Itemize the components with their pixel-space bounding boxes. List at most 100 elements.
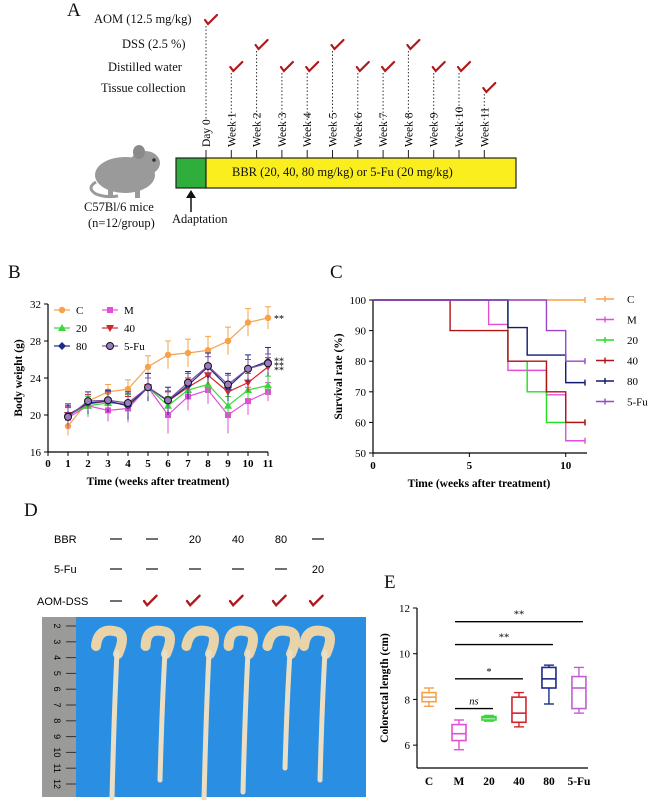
legend-label: M <box>124 305 134 317</box>
y-tick-label: 32 <box>30 299 41 311</box>
colon-head <box>91 625 127 659</box>
ruler-number: 10 <box>52 747 62 757</box>
dose-value: 20 <box>312 564 324 576</box>
check-icon <box>482 81 497 94</box>
ruler-number: 4 <box>52 655 62 660</box>
ruler-number: 8 <box>52 718 62 723</box>
panel-b-chart: 16 20 24 28 32 0 1 2 3 4 5 6 7 8 9 10 11 Time (weeks afte… <box>13 299 284 488</box>
data-point-5-Fu <box>124 398 132 407</box>
colon-head <box>140 625 175 659</box>
colon-head <box>181 625 219 659</box>
week-label: Week 4 <box>302 112 314 147</box>
check-icon <box>330 38 345 51</box>
data-point-20 <box>264 381 272 389</box>
week-label: Week 10 <box>454 106 466 147</box>
dose-value: 20 <box>189 534 201 546</box>
check-icon <box>456 60 472 73</box>
significance-label: ** <box>274 361 284 372</box>
box-M <box>451 723 467 742</box>
data-point-C <box>224 337 232 345</box>
legend-marker-20 <box>58 324 66 331</box>
week-label: Week 1 <box>226 112 238 147</box>
y-tick-label: 24 <box>30 373 42 385</box>
legend-label: 80 <box>627 376 639 388</box>
x-tick-label: 7 <box>185 458 191 470</box>
ruler-number: 6 <box>52 687 62 692</box>
data-point-40 <box>244 379 252 387</box>
colon-tissue <box>157 649 168 783</box>
data-point-5-Fu <box>264 359 272 368</box>
week-label: Week 8 <box>403 112 415 147</box>
y-axis-title: Body weight (g) <box>13 339 25 416</box>
week-label: Week 9 <box>429 112 441 147</box>
dose-value: 40 <box>232 534 244 546</box>
data-point-5-Fu <box>104 396 112 405</box>
colon-head <box>223 625 258 659</box>
y-tick-label: 70 <box>355 387 367 399</box>
check-icon <box>229 60 244 73</box>
check-icon <box>271 594 287 607</box>
legend-label: 40 <box>124 323 136 335</box>
survival-line-40 <box>373 299 585 424</box>
x-tick-label: 3 <box>105 458 111 470</box>
y-axis-title: Survival rate (%) <box>333 333 345 419</box>
category-label: 40 <box>513 776 525 788</box>
y-tick-label: 12 <box>399 603 410 615</box>
x-tick-label: 11 <box>263 458 273 470</box>
ruler-number: 2 <box>52 623 62 628</box>
y-tick-label: 50 <box>355 448 367 460</box>
check-icon <box>228 594 244 607</box>
survival-line-5-Fu <box>373 299 585 362</box>
panel-a: Day 0 Week 1 Week 2 Week 3 Week 4 Week 5 Week … <box>89 13 517 212</box>
data-point-C <box>164 351 172 359</box>
panel-d: BBR 20 40 80 5-Fu 20 AOM-DSS 2 3 4 5 6 7 8 9 10 11 12 <box>37 534 366 800</box>
survival-line-M <box>373 299 585 442</box>
y-tick-label: 16 <box>30 447 42 459</box>
check-icon <box>142 594 158 607</box>
row-label: 5-Fu <box>54 564 77 576</box>
data-point-C <box>184 349 192 357</box>
mouse-icon <box>89 145 160 199</box>
x-tick-label: 0 <box>45 458 51 470</box>
y-tick-label: 8 <box>405 694 411 706</box>
x-axis-title: Time (weeks after treatment) <box>408 478 551 490</box>
check-icon <box>355 60 370 73</box>
category-label: M <box>454 776 465 788</box>
x-tick-label: 2 <box>85 458 91 470</box>
panel-e-chart: 6 8 10 12 Colorectal length (cm) C M 20 40 80 5-Fu… <box>379 603 591 788</box>
legend-marker-80 <box>58 342 66 350</box>
check-icon <box>203 13 219 26</box>
x-tick-label: 6 <box>165 458 171 470</box>
data-point-C <box>204 347 212 354</box>
x-axis-title: Time (weeks after treatment) <box>87 476 230 488</box>
week-label: Week 3 <box>277 112 289 147</box>
y-tick-label: 100 <box>350 295 367 307</box>
panel-c-chart: 50 60 70 80 90 100 0 5 10 Time (weeks after treat… <box>333 294 648 490</box>
ruler-number: 11 <box>52 764 62 773</box>
row-label-tissue: Tissue collection <box>101 81 186 95</box>
data-point-C <box>124 385 132 393</box>
data-point-M <box>245 398 251 405</box>
data-point-5-Fu <box>84 397 92 406</box>
data-point-C <box>264 314 272 322</box>
y-tick-label: 20 <box>30 410 42 422</box>
data-point-5-Fu <box>64 412 72 421</box>
ruler-number: 5 <box>52 671 62 676</box>
significance-label: * <box>486 667 491 678</box>
adaptation-bar <box>175 157 207 189</box>
x-tick-label: 5 <box>467 460 473 472</box>
x-tick-label: 10 <box>560 460 572 472</box>
category-label: 20 <box>483 776 495 788</box>
x-tick-label: 0 <box>370 460 376 472</box>
significance-label: ** <box>274 356 284 367</box>
check-icon <box>381 60 396 73</box>
box-80 <box>541 666 557 689</box>
data-point-20 <box>224 401 232 409</box>
week-label: Week 6 <box>353 112 365 147</box>
panel-c-letter: C <box>330 262 343 283</box>
x-tick-label: 4 <box>125 458 131 470</box>
ruler-number: 7 <box>52 702 62 707</box>
x-tick-label: 10 <box>243 458 255 470</box>
week-label: Week 11 <box>479 107 491 147</box>
category-label: 80 <box>543 776 555 788</box>
